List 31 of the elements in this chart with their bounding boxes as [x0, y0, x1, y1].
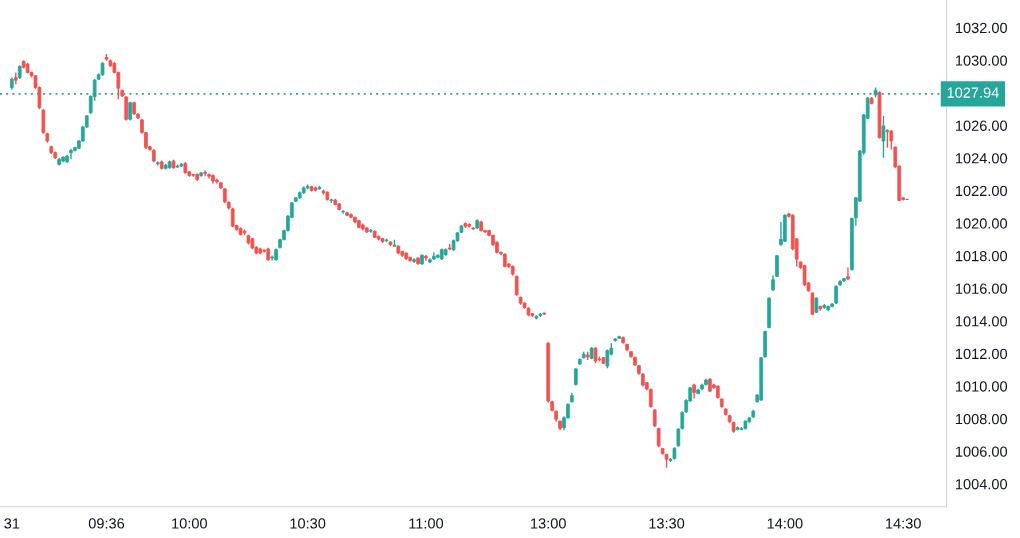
- candlestick: [203, 169, 207, 177]
- x-tick-label: 09:36: [88, 518, 125, 529]
- candlestick: [846, 266, 850, 281]
- y-tick-label: 1004.00: [956, 479, 1008, 490]
- candlestick: [514, 274, 519, 297]
- candlestick: [885, 128, 890, 149]
- y-tick-label: 1022.00: [956, 185, 1008, 197]
- y-tick-label: 1026.00: [956, 120, 1008, 131]
- y-tick-label: 1014.00: [956, 316, 1008, 327]
- candlestick: [834, 284, 838, 305]
- candlestick: [881, 115, 886, 159]
- y-tick-label: 1030.00: [956, 55, 1008, 66]
- y-tick-label: 1024.00: [956, 153, 1008, 164]
- y-tick-label: 1010.00: [956, 381, 1008, 392]
- x-tick-label: 11:00: [409, 518, 444, 529]
- x-tick-label: 14:00: [767, 518, 803, 529]
- y-tick-label: 1032.00: [956, 22, 1008, 34]
- x-tick-label: 13:30: [649, 518, 685, 529]
- ref-line-label: 1027.94: [947, 87, 999, 98]
- y-tick-label: 1016.00: [956, 283, 1008, 294]
- x-tick-label: 10:00: [172, 518, 207, 529]
- x-tick-label: 13:00: [531, 518, 566, 529]
- y-tick-label: 1006.00: [956, 446, 1008, 457]
- y-tick-label: 1012.00: [956, 348, 1008, 360]
- y-tick-label: 1018.00: [956, 250, 1008, 262]
- x-tick-label: 31: [4, 518, 20, 529]
- x-tick-label: 14:30: [886, 518, 921, 529]
- candlestick: [69, 148, 73, 161]
- x-tick-label: 10:30: [290, 518, 326, 529]
- y-tick-label: 1008.00: [956, 413, 1008, 425]
- y-tick-label: 1020.00: [956, 218, 1008, 229]
